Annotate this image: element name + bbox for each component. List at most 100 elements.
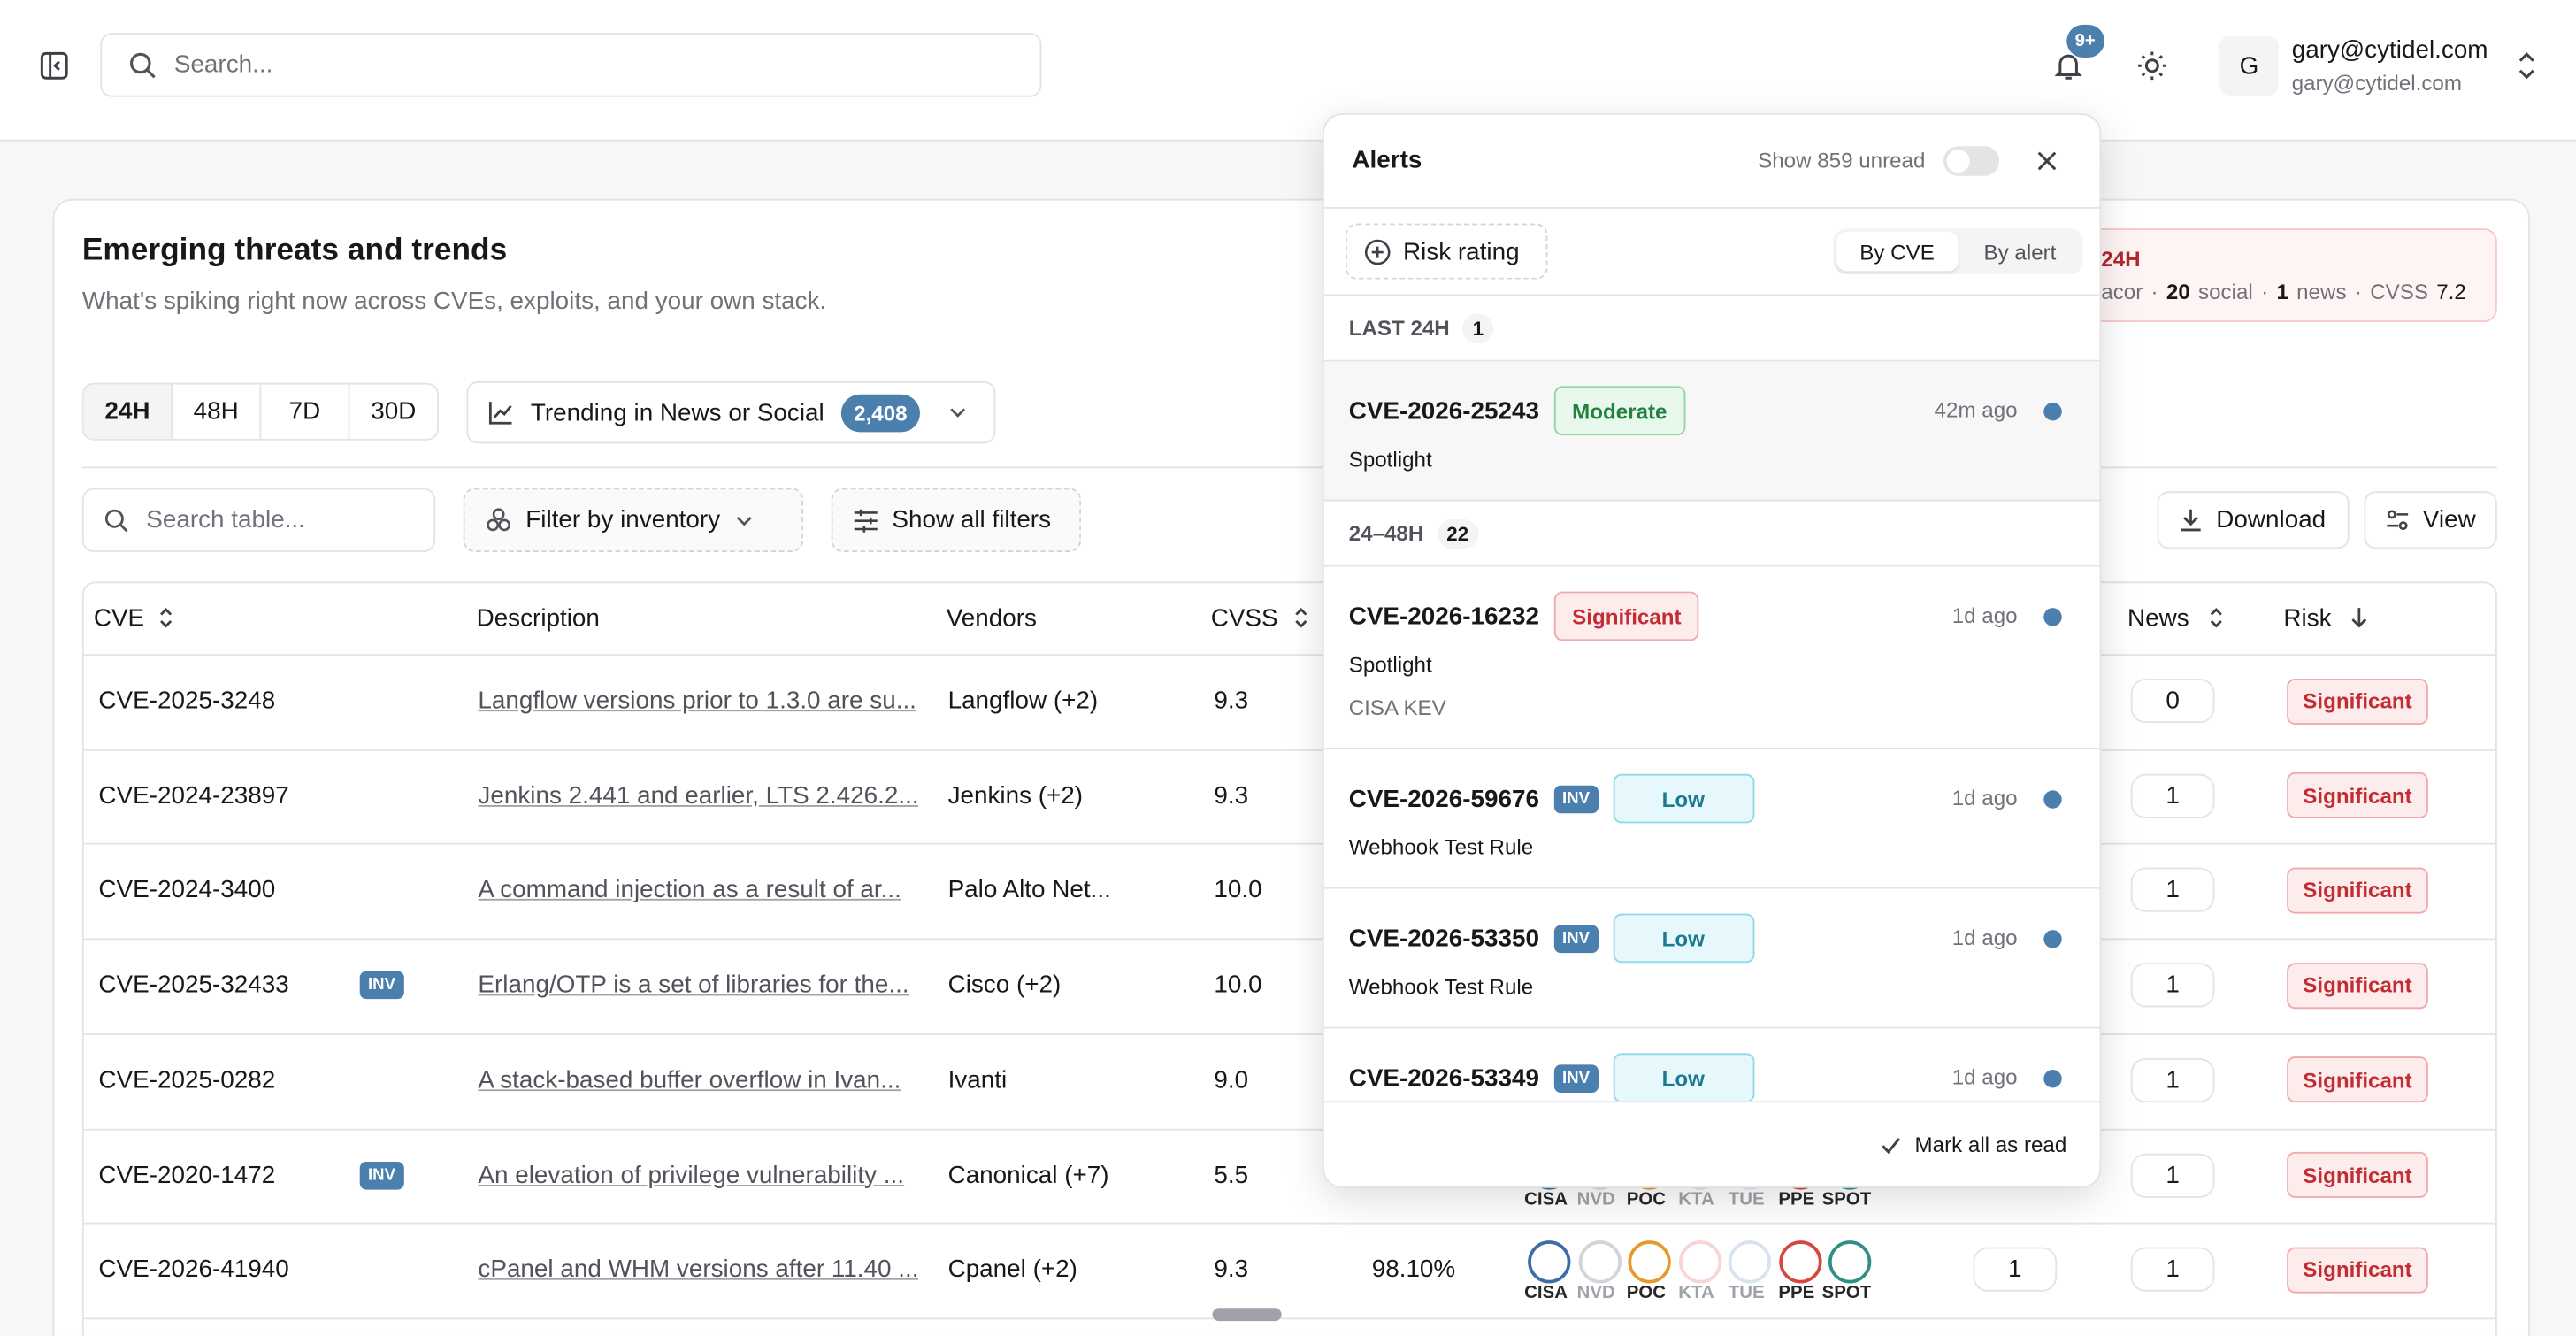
description[interactable]: cPanel and WHM versions after 11.40 ...: [478, 1255, 919, 1284]
severity-badge: Significant: [1553, 591, 1699, 641]
description[interactable]: Erlang/OTP is a set of libraries for the…: [478, 971, 909, 1000]
news-cell: 1: [2130, 749, 2215, 842]
time-range-option[interactable]: 7D: [259, 384, 348, 439]
description[interactable]: An elevation of privilege vulnerability …: [478, 1161, 905, 1189]
close-button[interactable]: [2036, 150, 2058, 173]
risk-cell: Significant: [2287, 1128, 2428, 1222]
divider: [1323, 207, 2100, 209]
alert-time: 1d ago: [1951, 925, 2018, 950]
alert-item-head: CVE-2026-25243 Moderate: [1348, 386, 1685, 436]
description[interactable]: A stack-based buffer overflow in Ivan...: [478, 1065, 901, 1094]
severity-badge: Low: [1612, 773, 1754, 824]
table-search[interactable]: Search table...: [81, 488, 436, 553]
news-cell: 0: [2130, 654, 2215, 748]
risk-cell: Significant: [2287, 843, 2428, 937]
news-label: news: [2296, 279, 2347, 304]
news-cell: 1: [2130, 939, 2215, 1033]
notifications-button[interactable]: [2052, 50, 2085, 82]
vendors: Canonical (+7): [947, 1161, 1109, 1189]
download-button[interactable]: Download: [2157, 491, 2350, 549]
sort-desc-icon: [2351, 608, 2367, 628]
time-range-option[interactable]: 48H: [171, 384, 259, 439]
toggle-knob: [1946, 150, 1970, 173]
severity-badge: Low: [1612, 1053, 1754, 1102]
row-divider: [83, 1033, 2496, 1035]
alert-cve: CVE-2026-25243: [1348, 396, 1539, 426]
cvss: 9.0: [1214, 1065, 1249, 1094]
description[interactable]: A command injection as a result of ar...: [478, 876, 901, 905]
user-menu-chevron[interactable]: [2517, 51, 2536, 81]
alert-cve: CVE-2026-53350: [1348, 924, 1539, 953]
trend-filter[interactable]: Trending in News or Social 2,408: [466, 380, 996, 444]
alert-item[interactable]: CVE-2026-53349 INV Low 1d ago: [1323, 1028, 2100, 1102]
cvss-value: 7.2: [2436, 279, 2466, 304]
column-header[interactable]: CVSS: [1210, 604, 1278, 633]
source-label: TUE: [1728, 1283, 1765, 1304]
source-label: PPE: [1778, 1188, 1815, 1209]
search-placeholder: Search...: [173, 50, 273, 80]
severity-badge: Moderate: [1553, 386, 1685, 436]
global-search[interactable]: Search...: [100, 33, 1042, 97]
alert-cve: CVE-2026-16232: [1348, 602, 1539, 631]
alert-cve: CVE-2026-59676: [1348, 784, 1539, 813]
risk-rating-button[interactable]: Risk rating: [1346, 223, 1548, 280]
news-box: 1: [2130, 963, 2215, 1008]
alerts-popover: Alerts Show 859 unread Risk rating By CV…: [1322, 113, 2102, 1188]
alert-item[interactable]: CVE-2026-16232 Significant 1d ago Spotlight…: [1323, 566, 2100, 749]
mark-all-read[interactable]: Mark all as read: [1914, 1132, 2067, 1157]
separator: ·: [2261, 279, 2269, 304]
table-search-placeholder: Search table...: [146, 506, 305, 534]
time-range-option[interactable]: 24H: [83, 384, 172, 439]
inventory-filter[interactable]: Filter by inventory: [463, 488, 804, 553]
separator: ·: [2354, 279, 2362, 304]
time-range-option[interactable]: 30D: [348, 384, 437, 439]
spike-fragment: acor: [2101, 279, 2143, 304]
group-label: 24–48H: [1348, 520, 1424, 546]
cve-id: CVE-2025-3248: [98, 687, 276, 715]
chevron: [737, 516, 753, 526]
count-box: 1: [1973, 1247, 2058, 1293]
column-header[interactable]: CVE: [93, 604, 145, 633]
unread-dot: [2043, 608, 2062, 626]
user-name: gary@cytidel.com: [2291, 35, 2488, 65]
risk-cell: Significant: [2287, 1223, 2428, 1317]
group-count: 1: [1462, 312, 1494, 343]
source-label: KTA: [1678, 1188, 1714, 1209]
alert-item[interactable]: CVE-2026-25243 Moderate 42m ago Spotlight: [1323, 361, 2100, 502]
source-icon: [1628, 1240, 1671, 1284]
all-filters[interactable]: Show all filters: [831, 488, 1082, 553]
plus-icon: [1364, 238, 1391, 265]
alerts-footer: Mark all as read: [1323, 1101, 2100, 1186]
row-divider: [83, 1127, 2496, 1130]
source-label: SPOT: [1821, 1188, 1872, 1209]
alert-item[interactable]: CVE-2026-53350 INV Low 1d ago Webhook Test R…: [1323, 888, 2100, 1029]
news-box: 1: [2130, 1247, 2215, 1293]
alert-tab[interactable]: By alert: [1983, 239, 2057, 265]
notification-badge: 9+: [2066, 24, 2104, 58]
description[interactable]: Langflow versions prior to 1.3.0 are su.…: [478, 687, 916, 715]
all-filters-label: Show all filters: [892, 506, 1052, 534]
news-count: 1: [2276, 279, 2288, 304]
risk-rating-label: Risk rating: [1403, 237, 1520, 265]
unread-toggle[interactable]: [1944, 146, 2000, 176]
cve-id: CVE-2020-1472: [98, 1161, 276, 1189]
source-label: CISA: [1524, 1283, 1568, 1304]
sidebar-toggle[interactable]: [40, 51, 69, 81]
alert-item[interactable]: CVE-2026-59676 INV Low 1d ago Webhook Test R…: [1323, 749, 2100, 889]
cve-id: CVE-2025-32433: [98, 971, 289, 1000]
news-cell: 1: [2130, 1128, 2215, 1222]
description[interactable]: Jenkins 2.441 and earlier, LTS 2.426.2..…: [478, 781, 919, 810]
view-button[interactable]: View: [2364, 491, 2497, 549]
source-label: NVD: [1576, 1188, 1615, 1209]
column-header[interactable]: News: [2128, 604, 2189, 633]
inv-cell: INV: [359, 939, 404, 1033]
alert-tab[interactable]: By CVE: [1836, 231, 1958, 272]
theme-toggle[interactable]: [2135, 50, 2168, 82]
cvss: 9.3: [1214, 781, 1249, 810]
column-header[interactable]: Risk: [2283, 604, 2332, 633]
column-header[interactable]: Description: [476, 604, 600, 633]
threats-card: [52, 198, 2531, 1336]
count-cell: 1: [1973, 1223, 2058, 1317]
column-header[interactable]: Vendors: [946, 604, 1037, 633]
